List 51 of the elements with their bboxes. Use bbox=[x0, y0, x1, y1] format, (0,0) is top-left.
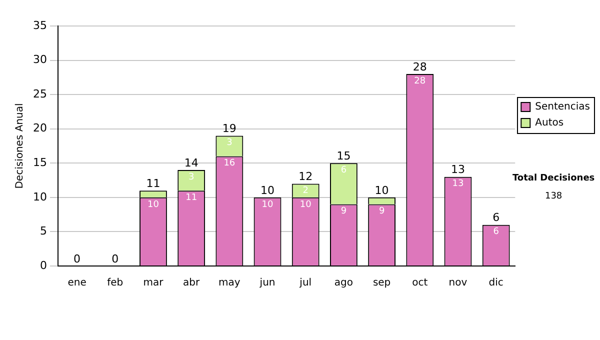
data-label: 6 bbox=[493, 227, 500, 238]
x-tick-label: ago bbox=[334, 278, 354, 289]
data-label: 6 bbox=[340, 165, 347, 176]
data-label: 13 bbox=[452, 179, 464, 190]
total-label: 28 bbox=[412, 60, 427, 74]
legend-label: Sentencias bbox=[535, 102, 590, 113]
total-label: 14 bbox=[184, 156, 198, 170]
data-label: 10 bbox=[148, 200, 160, 210]
total-label: 13 bbox=[450, 163, 465, 176]
x-tick-label: jul bbox=[298, 278, 312, 289]
x-tick-label: may bbox=[218, 278, 240, 289]
total-label: 11 bbox=[146, 176, 160, 190]
data-label: 11 bbox=[186, 192, 198, 203]
x-tick-label: abr bbox=[183, 278, 201, 289]
x-tick-label: dic bbox=[488, 278, 504, 289]
total-label: 15 bbox=[336, 150, 351, 162]
data-label: 3 bbox=[226, 138, 232, 148]
y-tick-label: 25 bbox=[32, 87, 47, 100]
x-tick-label: nov bbox=[448, 278, 468, 289]
legend-label: Autos bbox=[535, 118, 564, 129]
y-tick-label: 15 bbox=[32, 156, 47, 169]
data-label: 16 bbox=[224, 158, 236, 169]
x-tick-label: oct bbox=[412, 278, 428, 289]
x-tick-label: sep bbox=[372, 278, 391, 289]
total-label: 6 bbox=[492, 211, 500, 224]
y-tick-label: 20 bbox=[32, 122, 47, 135]
y-tick-label: 10 bbox=[32, 190, 47, 204]
total-label: 0 bbox=[74, 252, 81, 266]
data-label: 10 bbox=[262, 200, 274, 210]
x-tick-label: jun bbox=[258, 278, 276, 289]
data-label: 10 bbox=[300, 200, 312, 210]
annotation: Total Decisiones bbox=[512, 173, 595, 184]
x-tick-label: mar bbox=[143, 278, 164, 289]
data-label: 9 bbox=[378, 206, 385, 217]
data-label: 3 bbox=[188, 172, 194, 182]
x-tick-label: feb bbox=[107, 278, 124, 289]
data-label: 28 bbox=[414, 76, 426, 86]
x-tick-label: ene bbox=[68, 278, 86, 289]
total-label: 10 bbox=[260, 184, 275, 197]
total-label: 12 bbox=[298, 170, 313, 184]
y-tick-label: 35 bbox=[32, 18, 47, 32]
data-label: 2 bbox=[302, 186, 308, 196]
y-axis-title: Decisiones Anual bbox=[14, 103, 26, 189]
total-label: 19 bbox=[222, 122, 236, 136]
y-tick-label: 30 bbox=[32, 53, 47, 66]
total-label: 10 bbox=[374, 184, 389, 197]
total-label: 0 bbox=[112, 252, 119, 266]
data-label: 9 bbox=[340, 206, 347, 217]
y-tick-label: 5 bbox=[40, 224, 47, 238]
y-tick-label: 0 bbox=[40, 258, 47, 272]
text: 138 bbox=[544, 191, 562, 202]
